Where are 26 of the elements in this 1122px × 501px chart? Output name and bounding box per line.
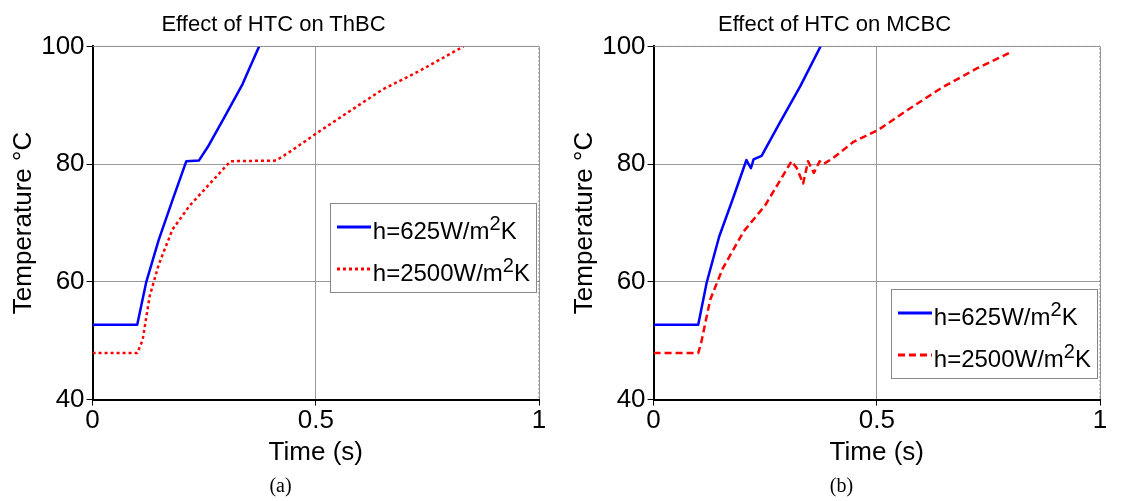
x-tick-label: 0 (85, 404, 100, 435)
y-axis-title: Temperature °C (6, 131, 37, 315)
y-tick-label: 100 (602, 29, 646, 60)
text: (b) (828, 474, 855, 497)
y-tick-label: 60 (616, 265, 646, 296)
text: (a) (268, 474, 293, 497)
y-tick-label: 80 (616, 147, 646, 178)
y-tick-label: 40 (616, 382, 646, 413)
legend-label: h=2500W/m$^{2}$K (372, 253, 530, 288)
chart-title: Effect of HTC on ThBC (161, 11, 386, 37)
legend-label: h=625W/m$^{2}$K (372, 211, 517, 246)
y-axis-title: Temperature °C (567, 131, 598, 315)
x-tick-label: 1 (531, 404, 547, 435)
chart-title: Effect of HTC on MCBC (717, 11, 952, 37)
y-tick-label: 40 (55, 382, 85, 413)
legend-label: h=2500W/m$^{2}$K (933, 338, 1091, 374)
x-axis-title: Time (s) (829, 435, 924, 466)
y-tick-label: 100 (41, 29, 85, 60)
x-tick-label: 0.5 (297, 404, 334, 435)
x-tick-label: 0.5 (858, 404, 895, 435)
y-tick-label: 80 (55, 147, 85, 178)
x-tick-label: 1 (1092, 404, 1108, 435)
legend-label: h=625W/m$^{2}$K (933, 296, 1078, 332)
y-tick-label: 60 (55, 265, 85, 296)
x-axis-title: Time (s) (268, 435, 363, 466)
x-tick-label: 0 (646, 404, 661, 435)
